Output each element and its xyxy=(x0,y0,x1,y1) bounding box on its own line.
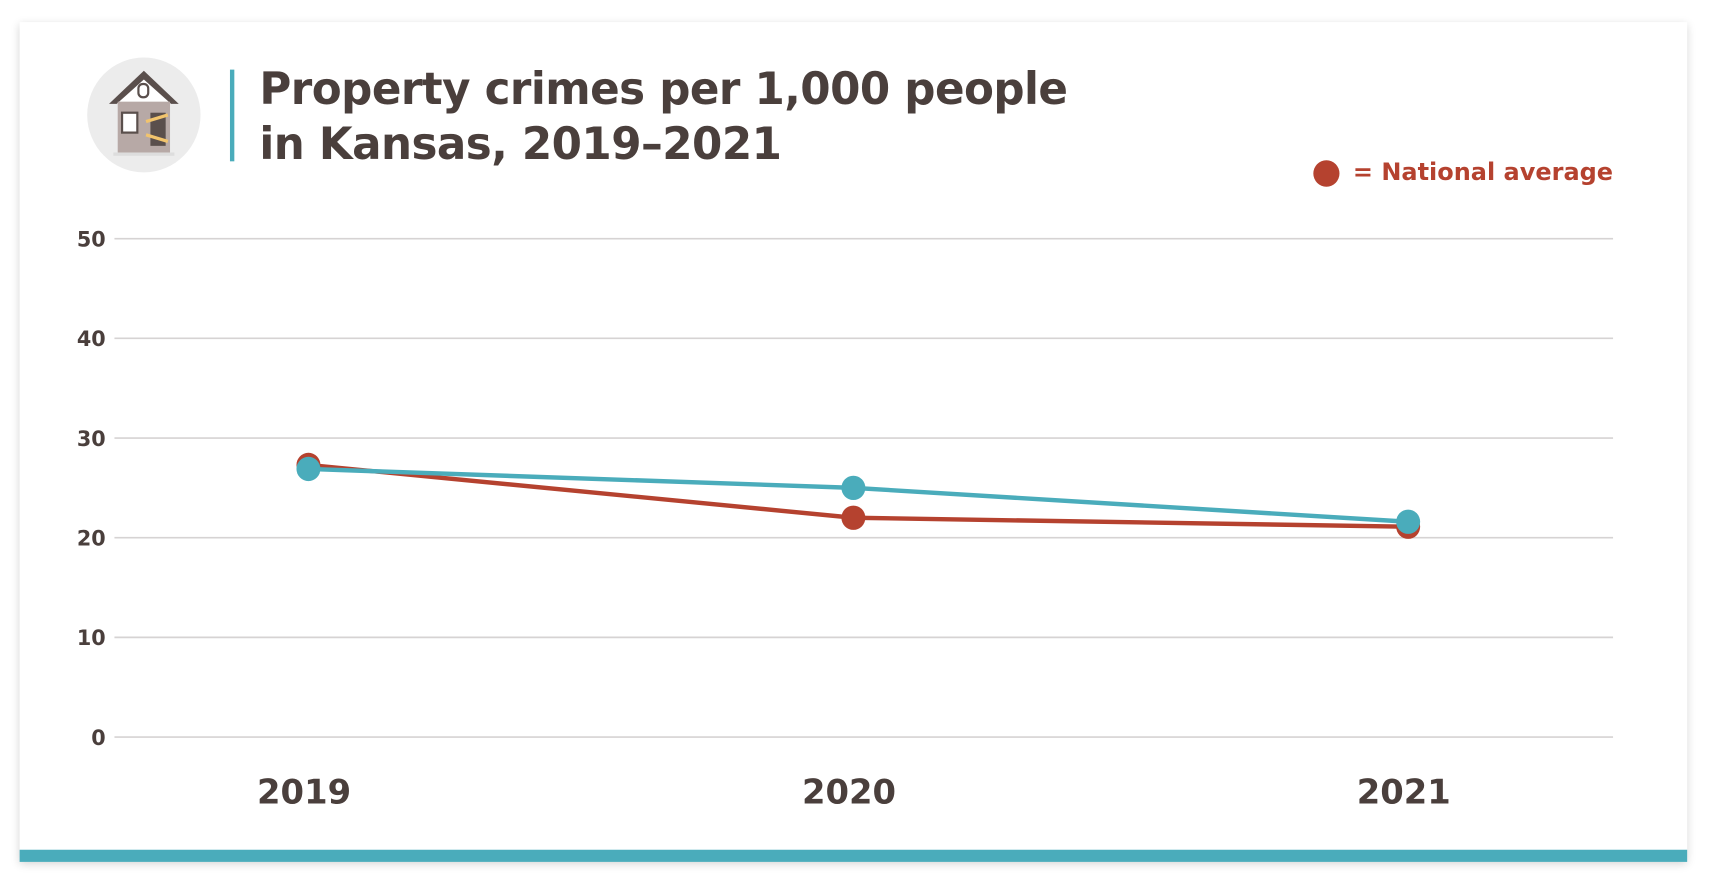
legend: = National average xyxy=(1313,159,1614,187)
y-tick-label: 30 xyxy=(77,427,106,451)
y-tick-label: 50 xyxy=(77,227,106,251)
title-accent-rule xyxy=(229,69,235,162)
burglarized-house-icon xyxy=(87,57,201,173)
bottom-accent-bar xyxy=(19,849,1688,862)
national-average-point xyxy=(841,505,866,530)
legend-marker xyxy=(1313,159,1340,187)
y-tick-label: 10 xyxy=(77,626,106,650)
title-line-1: Property crimes per 1,000 people xyxy=(259,64,1068,115)
title-line-2: in Kansas, 2019–2021 xyxy=(259,119,782,171)
y-tick-label: 20 xyxy=(77,526,106,550)
chart-card: Property crimes per 1,000 people in Kans… xyxy=(19,22,1688,862)
y-tick-label: 0 xyxy=(91,726,105,750)
legend-label: = National average xyxy=(1352,159,1614,187)
y-tick-label: 40 xyxy=(77,327,106,351)
chart-title: Property crimes per 1,000 people in Kans… xyxy=(259,62,1068,173)
x-tick-label: 2021 xyxy=(1357,772,1451,812)
x-tick-label: 2020 xyxy=(802,772,896,812)
kansas-point xyxy=(296,456,321,482)
kansas-point xyxy=(841,475,866,501)
kansas-point xyxy=(1396,509,1421,534)
x-tick-label: 2019 xyxy=(257,772,351,812)
